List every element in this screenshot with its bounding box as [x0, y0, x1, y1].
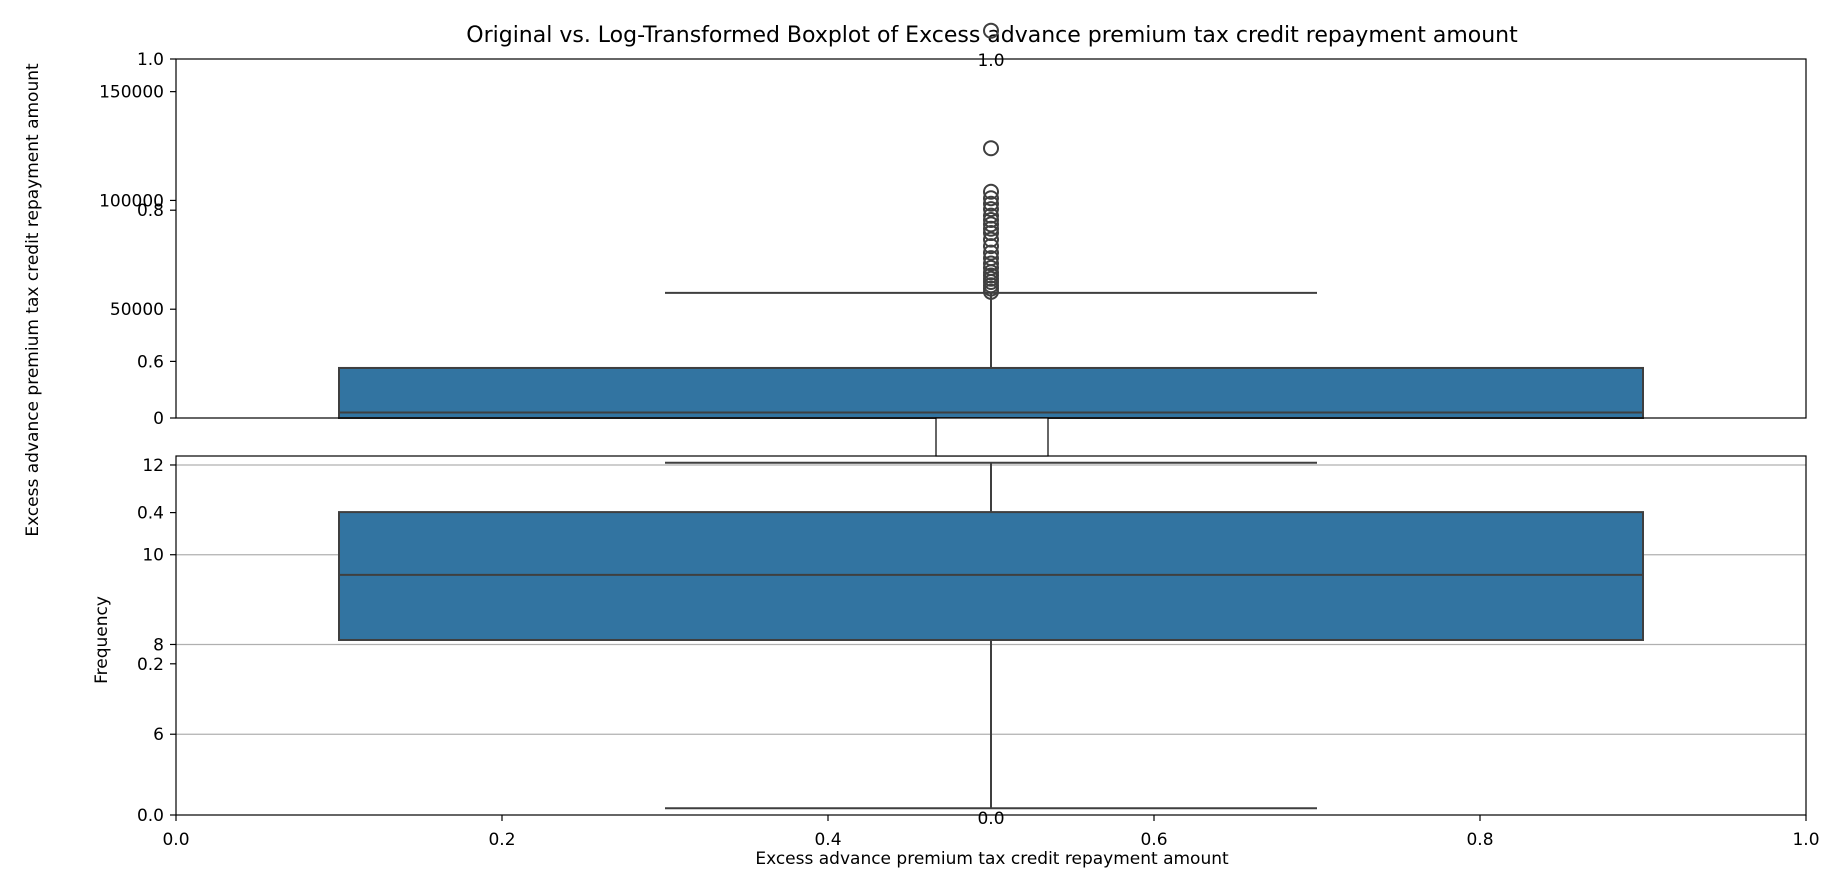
y-tick-label: 0.8: [137, 201, 164, 221]
outlier-point: [983, 231, 999, 248]
y-tick-label: 1.0: [137, 50, 164, 70]
y-tick-label: 0.6: [137, 352, 164, 372]
log-boxplot-panel: 6 8 10 12 0.0: [142, 417, 1807, 829]
original-boxplot-panel: 0 50000 100000 150000 1.0: [99, 22, 1807, 429]
x-tick-label: 0.8: [1466, 830, 1493, 850]
y-tick-label: 0: [153, 409, 164, 429]
outlier-point: [983, 190, 999, 207]
y-tick-label: 10: [142, 546, 164, 566]
inset-axes: [935, 417, 1049, 457]
y-tick-label: 6: [153, 725, 164, 745]
y-tick-label: 0.2: [137, 655, 164, 675]
y-tick-label: 50000: [110, 300, 164, 320]
outlier-point: [983, 183, 999, 200]
x-tick-label: 0.4: [814, 830, 841, 850]
outlier-point: [983, 207, 999, 224]
top-axis-tick-label: 1.0: [977, 51, 1004, 71]
iqr-box: [338, 366, 1644, 420]
outlier-point: [983, 212, 999, 229]
y-tick-label: 100000: [99, 191, 164, 211]
x-tick-label: 1.0: [1792, 830, 1819, 850]
x-tick-label: 0.0: [162, 830, 189, 850]
outlier-point: [983, 201, 999, 218]
y-tick-label: 8: [153, 635, 164, 655]
outlier-point: [983, 140, 999, 157]
outlier-point: [983, 22, 999, 39]
outlier-point: [983, 255, 999, 272]
y-tick-label: 150000: [99, 83, 164, 103]
x-tick-label: 0.2: [488, 830, 515, 850]
outlier-point: [983, 216, 999, 233]
underlying-axes: 0.0 0.2 0.4 0.6 0.8 1.0 0.0 0.2 0.4 0.6 0.8 1.0: [137, 50, 1820, 850]
x-tick-label: 0.6: [1140, 830, 1167, 850]
x-axis-label: Excess advance premium tax credit repaym…: [755, 849, 1229, 869]
y-tick-label: 0.4: [137, 504, 164, 524]
iqr-box: [338, 511, 1644, 641]
outlier-point: [983, 259, 999, 276]
frequency-y-axis-label: Frequency: [92, 596, 112, 684]
y-tick-label: 0.0: [137, 806, 164, 826]
chart-title: Original vs. Log-Transformed Boxplot of …: [466, 23, 1518, 48]
bottom-axis-tick-label: 0.0: [977, 809, 1004, 829]
original-y-axis-label: Excess advance premium tax credit repaym…: [23, 63, 43, 537]
outlier-point: [983, 250, 999, 267]
y-tick-label: 12: [142, 456, 164, 476]
outlier-point: [983, 195, 999, 212]
